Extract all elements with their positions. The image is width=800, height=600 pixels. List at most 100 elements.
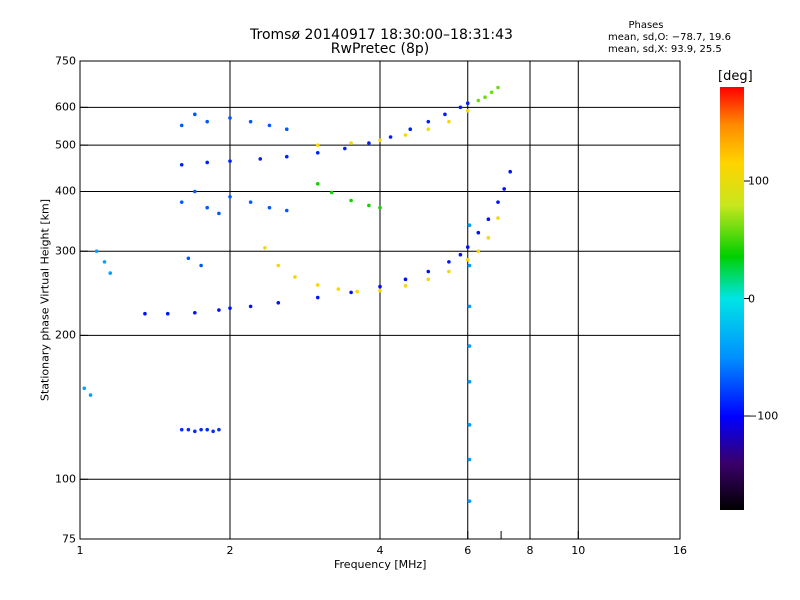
data-point <box>228 159 232 163</box>
data-point <box>228 116 232 120</box>
data-point <box>467 379 472 384</box>
data-point <box>315 143 320 147</box>
data-point <box>336 287 341 291</box>
data-point <box>263 245 267 250</box>
data-point <box>486 236 491 240</box>
data-point <box>465 109 470 113</box>
data-point <box>378 284 382 289</box>
data-point <box>258 157 263 161</box>
x-tick-label: 8 <box>526 544 534 557</box>
data-point <box>443 112 447 117</box>
data-point <box>315 295 320 300</box>
data-point <box>378 288 382 293</box>
data-point <box>476 98 481 103</box>
data-point <box>82 386 87 391</box>
y-axis-label: Stationary phase Virtual Height [km] <box>38 198 52 402</box>
data-point <box>367 203 371 208</box>
data-point <box>179 427 184 432</box>
y-tick-label: 300 <box>55 244 76 258</box>
data-point <box>343 146 347 151</box>
data-point <box>248 200 253 204</box>
data-point <box>476 230 481 235</box>
data-point <box>329 190 334 195</box>
data-point <box>447 119 451 124</box>
data-point <box>248 119 253 124</box>
data-point <box>193 429 197 434</box>
data-point <box>508 169 512 174</box>
data-point <box>193 112 197 117</box>
data-point <box>94 249 99 254</box>
data-point <box>378 205 382 210</box>
data-point <box>447 269 451 274</box>
colorbar-ticks <box>744 180 750 417</box>
data-point <box>355 289 359 294</box>
data-point <box>349 198 353 203</box>
data-point <box>211 429 215 434</box>
chart-subtitle: RwPretec (8p) <box>330 41 430 57</box>
x-tick-label: 1 <box>76 544 84 557</box>
data-point <box>465 101 470 106</box>
data-point <box>217 211 221 216</box>
data-point <box>108 271 113 275</box>
data-point <box>403 133 408 137</box>
data-point <box>467 499 472 503</box>
data-point <box>315 182 320 186</box>
data-point <box>284 127 289 131</box>
data-point <box>293 275 297 279</box>
data-point <box>284 208 289 213</box>
gridlines <box>80 61 680 539</box>
data-point <box>267 205 272 210</box>
data-point <box>426 119 431 124</box>
data-point <box>403 277 408 282</box>
x-tick-label: 2 <box>226 544 234 557</box>
data-point <box>403 283 408 288</box>
data-point <box>467 223 472 228</box>
phase-stat-o: mean, sd,O: −78.7, 19.6 <box>608 32 731 43</box>
data-point <box>143 311 147 316</box>
chart-title: Tromsø 20140917 18:30:00–18:31:43 <box>250 27 513 43</box>
y-tick-label: 100 <box>55 472 76 486</box>
y-tick-label: 75 <box>62 532 76 546</box>
data-point <box>217 427 221 432</box>
y-tick-label: 400 <box>55 184 76 198</box>
data-point <box>102 260 107 264</box>
data-point <box>165 311 170 316</box>
data-point <box>496 216 500 220</box>
colorbar-tick-label: −100 <box>748 409 779 423</box>
x-tick-label: 10 <box>571 544 586 557</box>
data-point <box>408 127 413 131</box>
data-point <box>248 304 253 309</box>
x-tick-label: 6 <box>464 544 472 557</box>
data-point <box>179 200 184 204</box>
data-point <box>193 310 197 315</box>
data-point <box>458 252 463 257</box>
y-tick-label: 600 <box>55 100 76 114</box>
data-point <box>205 160 209 165</box>
x-axis-label: Frequency [MHz] <box>334 558 427 571</box>
data-point <box>426 127 431 131</box>
data-point <box>447 260 451 264</box>
data-point <box>496 200 500 204</box>
data-point <box>315 283 320 287</box>
data-point <box>193 189 197 194</box>
data-point <box>205 119 209 124</box>
data-point <box>496 85 500 90</box>
data-point <box>205 205 209 210</box>
data-point <box>483 95 487 99</box>
x-tick-label: 4 <box>376 544 384 557</box>
data-point <box>179 123 184 128</box>
data-point <box>378 138 382 143</box>
colorbar-tick-label: 0 <box>748 292 755 305</box>
data-point <box>465 257 470 262</box>
data-point <box>467 344 472 348</box>
data-point <box>426 269 431 274</box>
data-point <box>388 135 393 139</box>
data-points <box>82 85 512 503</box>
data-point <box>186 427 191 432</box>
data-point <box>467 304 472 309</box>
y-tick-label: 200 <box>55 328 76 342</box>
data-point <box>88 393 93 397</box>
data-point <box>465 245 470 249</box>
data-point <box>267 123 272 128</box>
colorbar <box>720 87 744 510</box>
